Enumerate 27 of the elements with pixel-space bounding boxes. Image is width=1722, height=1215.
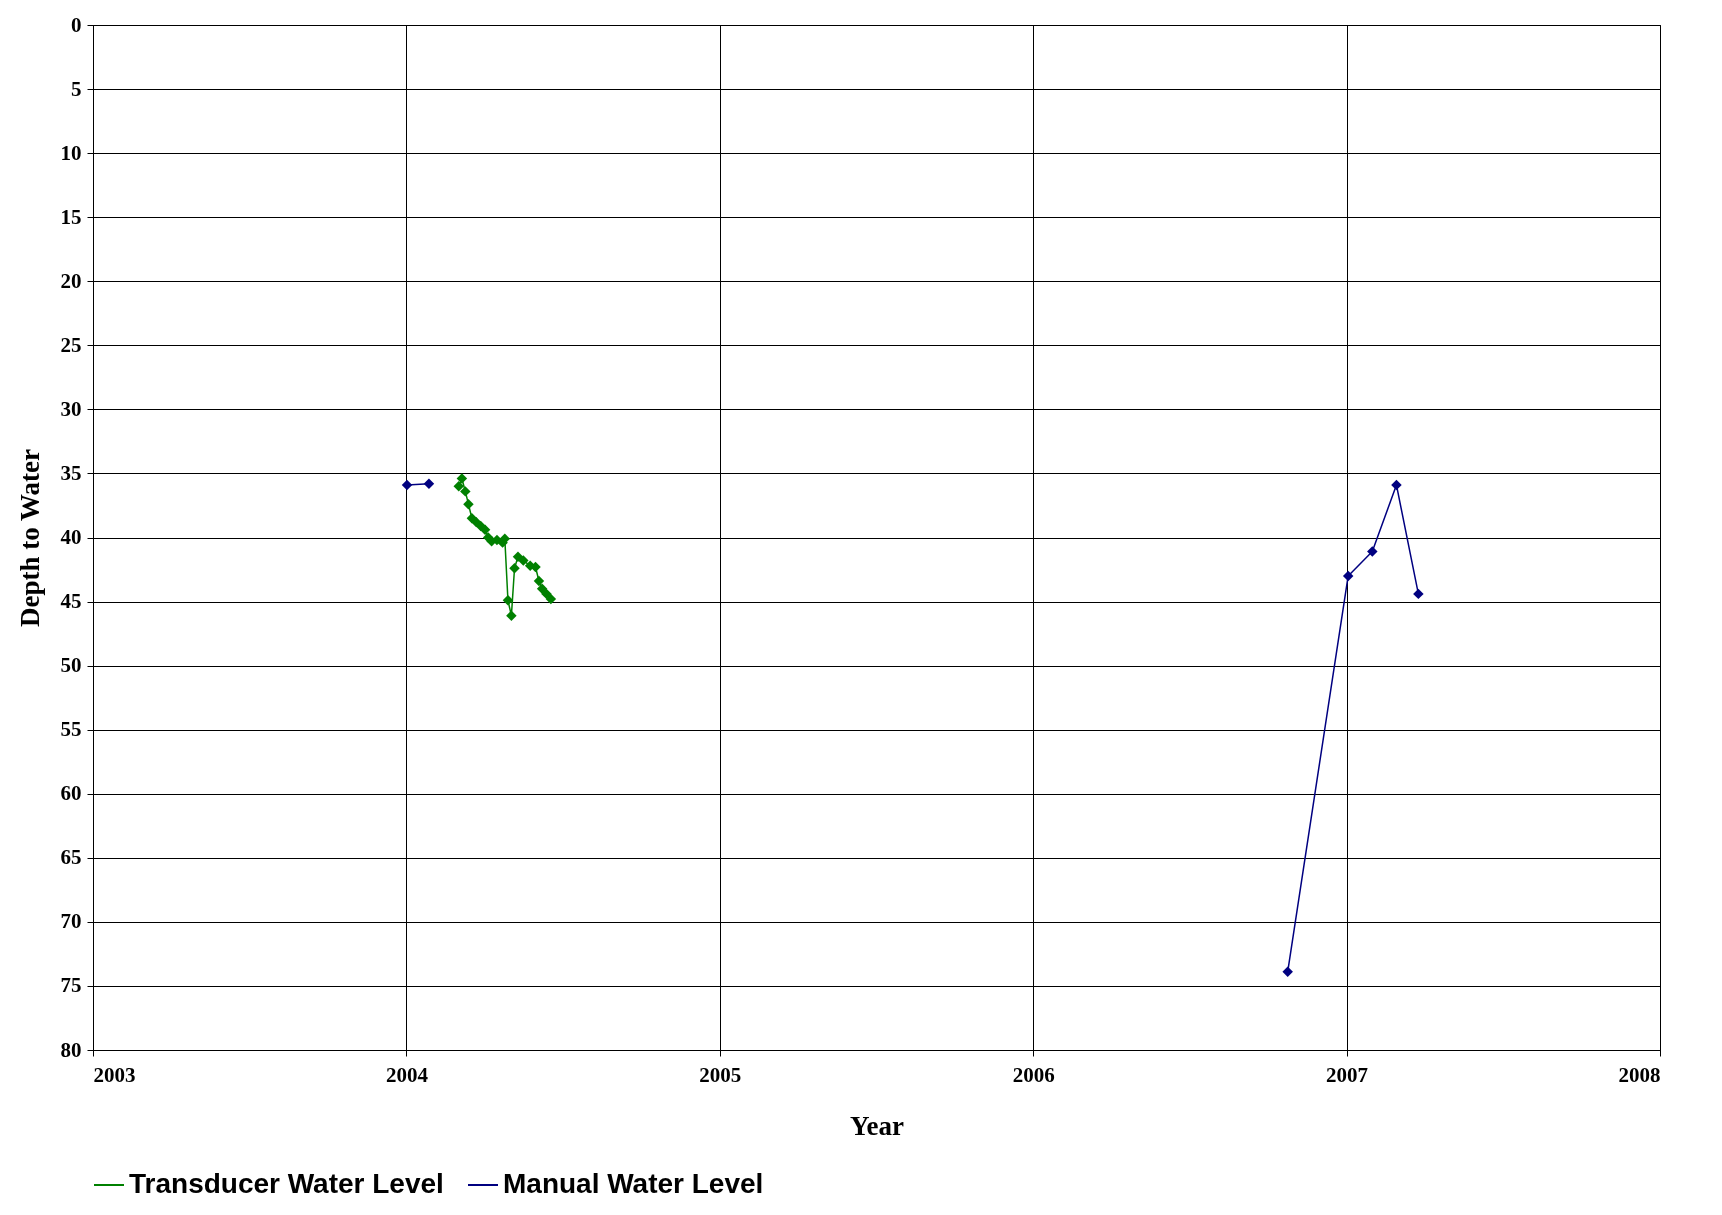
y-tick-label: 25 bbox=[60, 332, 82, 357]
y-tick-label: 75 bbox=[60, 973, 82, 998]
y-tick-label: 45 bbox=[60, 589, 82, 614]
y-tick-label: 35 bbox=[60, 460, 82, 485]
y-tick-label: 40 bbox=[60, 525, 82, 549]
y-tick-label: 20 bbox=[60, 268, 82, 293]
legend-label: Manual Water Level bbox=[503, 1168, 764, 1199]
y-tick-label: 5 bbox=[71, 76, 82, 101]
x-tick-label: 2004 bbox=[385, 1062, 429, 1087]
x-tick-label: 2007 bbox=[1326, 1062, 1369, 1087]
x-tick-label: 2006 bbox=[1012, 1062, 1055, 1087]
y-tick-label: 0 bbox=[71, 12, 82, 37]
y-tick-label: 65 bbox=[60, 845, 82, 870]
x-tick-label: 2008 bbox=[1618, 1062, 1661, 1087]
y-tick-label: 55 bbox=[60, 717, 82, 742]
y-tick-label: 80 bbox=[60, 1037, 82, 1062]
y-tick-label: 50 bbox=[60, 653, 82, 678]
x-tick-label: 2005 bbox=[699, 1062, 742, 1087]
y-tick-label: 30 bbox=[60, 396, 82, 421]
y-tick-label: 70 bbox=[60, 909, 82, 934]
y-tick-label: 60 bbox=[60, 781, 82, 806]
x-tick-label: 2003 bbox=[93, 1062, 136, 1087]
y-tick-label: 10 bbox=[60, 140, 82, 165]
x-axis-title: Year bbox=[850, 1110, 904, 1141]
legend-label: Transducer Water Level bbox=[129, 1168, 444, 1199]
y-tick-label: 15 bbox=[60, 204, 82, 229]
y-axis-title: Depth to Water bbox=[14, 449, 45, 627]
